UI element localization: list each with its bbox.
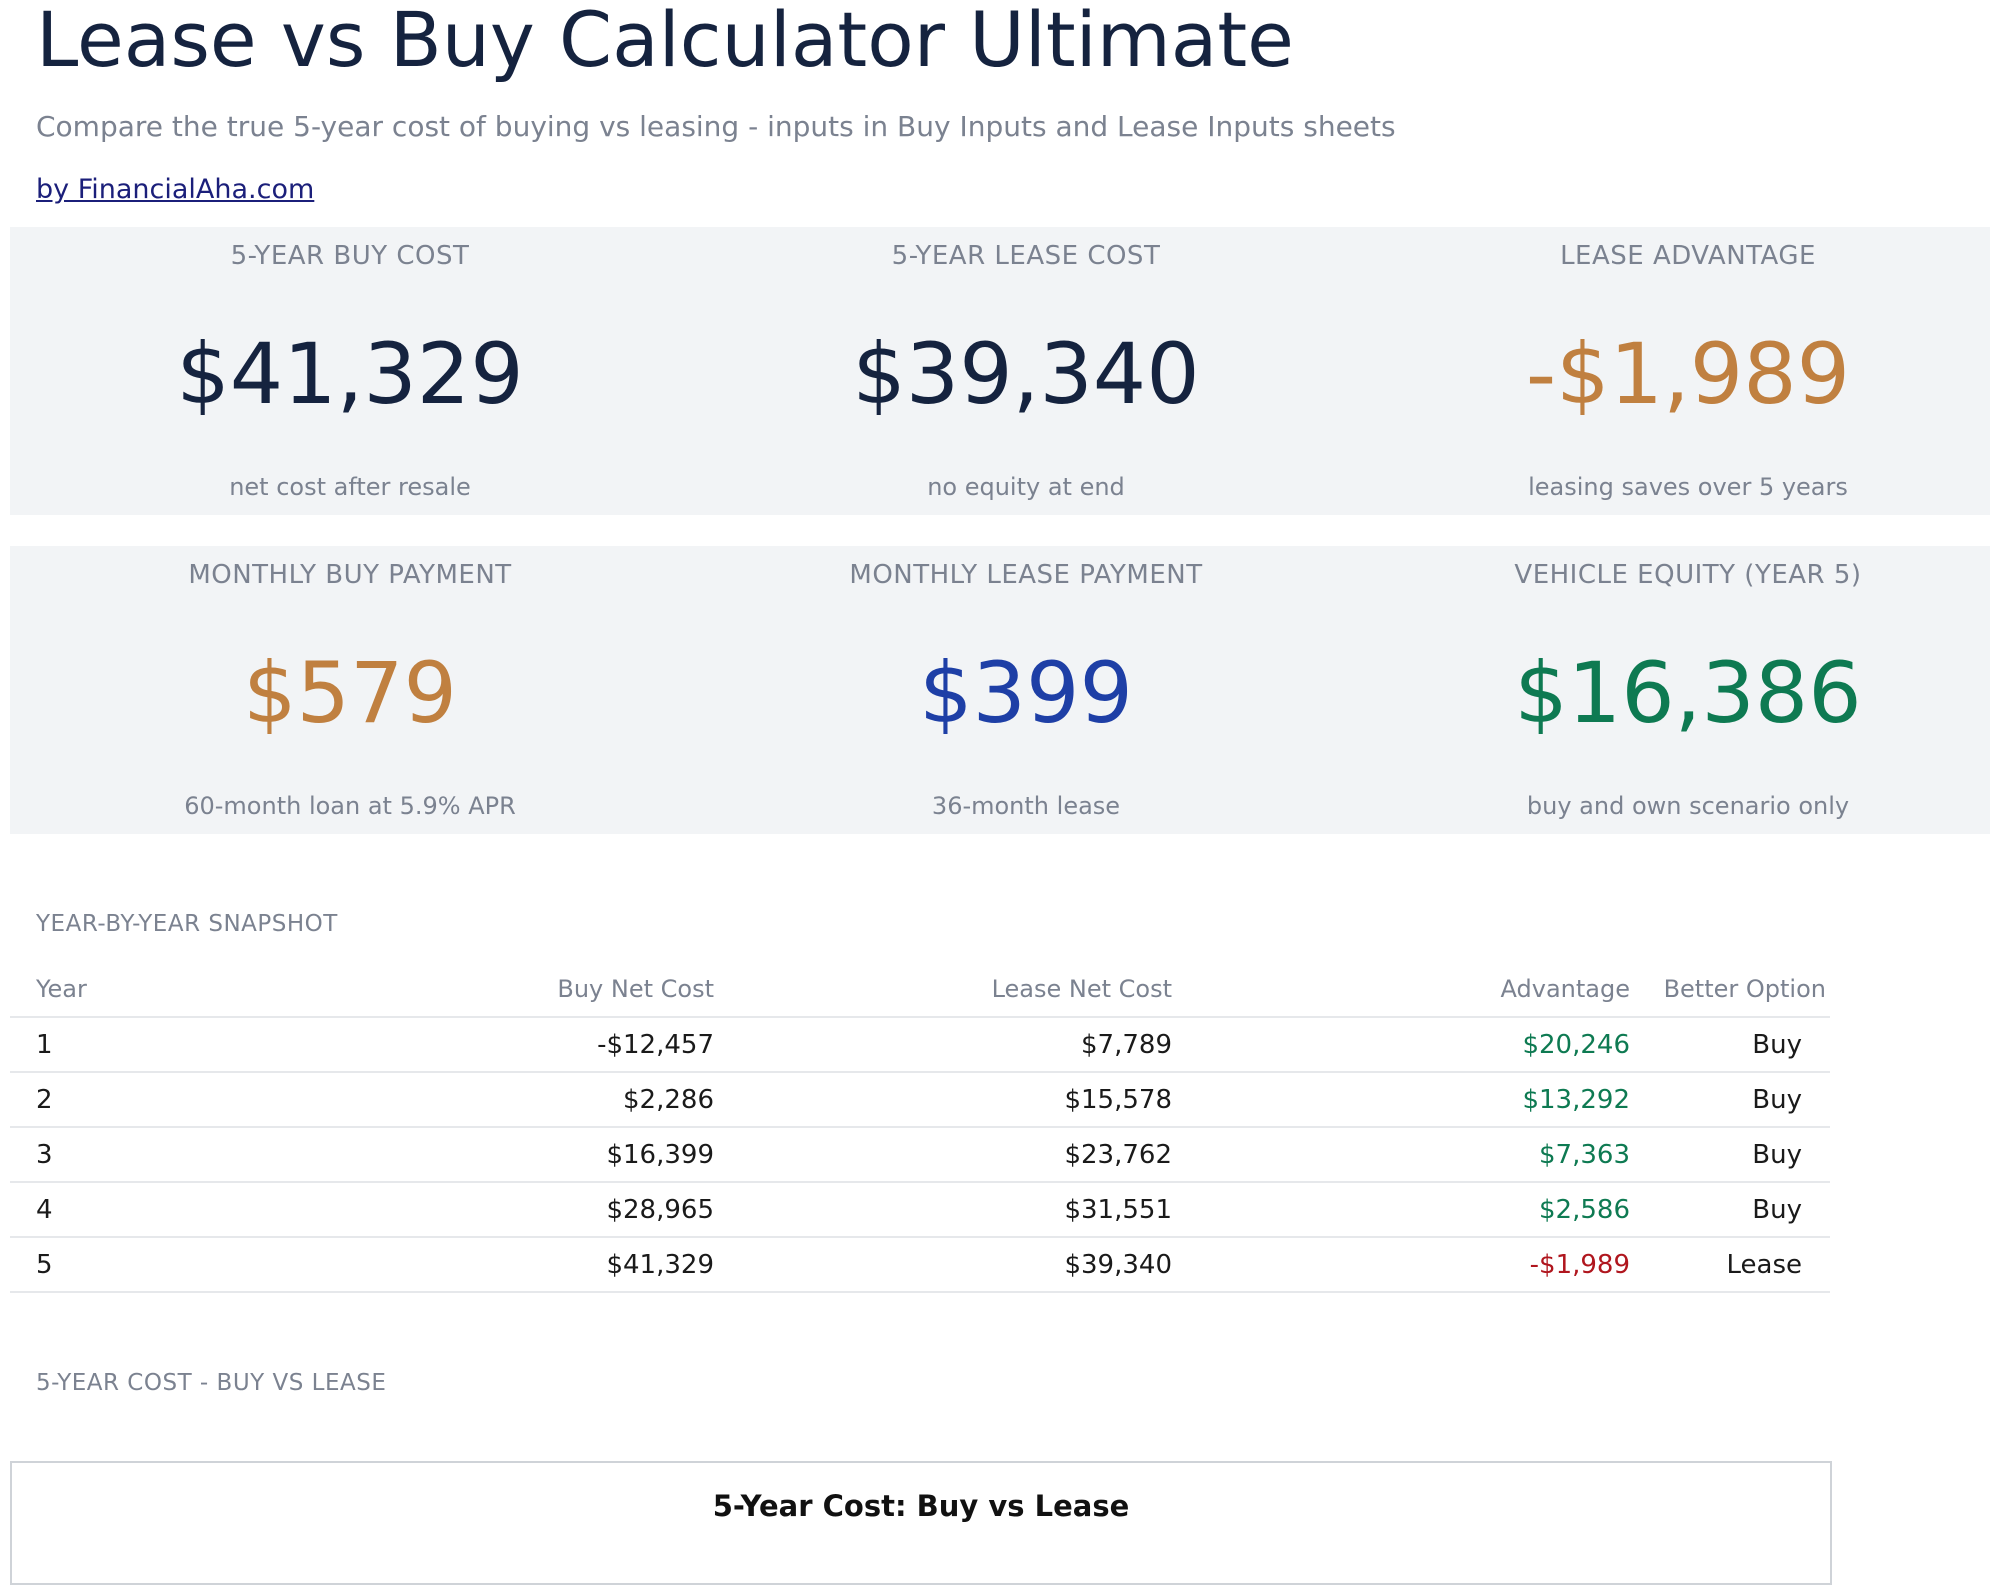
section-label-chart: 5-YEAR COST - BUY VS LEASE <box>36 1370 387 1396</box>
cell-advantage: $7,363 <box>1176 1127 1634 1183</box>
snapshot-table: Year Buy Net Cost Lease Net Cost Advanta… <box>10 962 1830 1293</box>
kpi-label: LEASE ADVANTAGE <box>1560 241 1816 271</box>
cell-better-option: Buy <box>1634 1127 1830 1183</box>
cell-year: 1 <box>10 1017 370 1073</box>
kpi-note: no equity at end <box>927 473 1125 501</box>
cell-lease-net-cost: $23,762 <box>718 1127 1176 1183</box>
column-header-better-option: Better Option <box>1634 962 1830 1018</box>
kpi-band-payments: MONTHLY BUY PAYMENT $579 60-month loan a… <box>10 546 1990 834</box>
kpi-band-costs: 5-YEAR BUY COST $41,329 net cost after r… <box>10 227 1990 515</box>
kpi-label: 5-YEAR LEASE COST <box>891 241 1161 271</box>
financialaha-link[interactable]: by FinancialAha.com <box>36 174 315 205</box>
kpi-card-vehicle-equity: VEHICLE EQUITY (YEAR 5) $16,386 buy and … <box>1358 546 2000 834</box>
cell-buy-net-cost: -$12,457 <box>370 1017 718 1073</box>
kpi-value: $39,340 <box>852 325 1200 423</box>
kpi-card-buy-cost: 5-YEAR BUY COST $41,329 net cost after r… <box>20 227 680 515</box>
cell-advantage: $13,292 <box>1176 1072 1634 1128</box>
page-subtitle: Compare the true 5-year cost of buying v… <box>36 110 1396 143</box>
kpi-value: $399 <box>919 644 1133 742</box>
cell-advantage: $2,586 <box>1176 1182 1634 1238</box>
cell-buy-net-cost: $2,286 <box>370 1072 718 1128</box>
kpi-note: buy and own scenario only <box>1526 792 1850 820</box>
cell-buy-net-cost: $28,965 <box>370 1182 718 1238</box>
kpi-value: $41,329 <box>176 325 524 423</box>
cell-buy-net-cost: $41,329 <box>370 1237 718 1293</box>
kpi-label: MONTHLY LEASE PAYMENT <box>849 560 1203 590</box>
kpi-value: $579 <box>243 644 457 742</box>
table-row: 3 $16,399 $23,762 $7,363 Buy <box>10 1127 1830 1183</box>
cell-lease-net-cost: $31,551 <box>718 1182 1176 1238</box>
cell-year: 5 <box>10 1237 370 1293</box>
kpi-note: leasing saves over 5 years <box>1528 473 1848 501</box>
cell-lease-net-cost: $39,340 <box>718 1237 1176 1293</box>
kpi-value: -$1,989 <box>1525 325 1851 423</box>
cell-lease-net-cost: $15,578 <box>718 1072 1176 1128</box>
kpi-note: 36-month lease <box>931 792 1121 820</box>
chart-title: 5-Year Cost: Buy vs Lease <box>712 1489 1130 1523</box>
cell-lease-net-cost: $7,789 <box>718 1017 1176 1073</box>
table-row: 1 -$12,457 $7,789 $20,246 Buy <box>10 1017 1830 1073</box>
kpi-card-lease-advantage: LEASE ADVANTAGE -$1,989 leasing saves ov… <box>1358 227 2000 515</box>
page-title: Lease vs Buy Calculator Ultimate <box>36 0 1294 84</box>
cell-better-option: Buy <box>1634 1017 1830 1073</box>
table-header-row: Year Buy Net Cost Lease Net Cost Advanta… <box>10 962 1830 1018</box>
column-header-advantage: Advantage <box>1176 962 1634 1018</box>
kpi-card-monthly-lease: MONTHLY LEASE PAYMENT $399 36-month leas… <box>696 546 1356 834</box>
cell-year: 4 <box>10 1182 370 1238</box>
table-row: 2 $2,286 $15,578 $13,292 Buy <box>10 1072 1830 1128</box>
cell-year: 2 <box>10 1072 370 1128</box>
column-header-lease: Lease Net Cost <box>718 962 1176 1018</box>
column-header-buy: Buy Net Cost <box>370 962 718 1018</box>
cell-advantage: -$1,989 <box>1176 1237 1634 1293</box>
column-header-year: Year <box>10 962 370 1018</box>
chart-container: 5-Year Cost: Buy vs Lease <box>10 1461 1832 1585</box>
table-row: 4 $28,965 $31,551 $2,586 Buy <box>10 1182 1830 1238</box>
cell-better-option: Buy <box>1634 1072 1830 1128</box>
table-row: 5 $41,329 $39,340 -$1,989 Lease <box>10 1237 1830 1293</box>
kpi-note: net cost after resale <box>229 473 471 501</box>
kpi-label: 5-YEAR BUY COST <box>230 241 470 271</box>
section-label-snapshot: YEAR-BY-YEAR SNAPSHOT <box>36 911 338 937</box>
kpi-card-monthly-buy: MONTHLY BUY PAYMENT $579 60-month loan a… <box>20 546 680 834</box>
kpi-value: $16,386 <box>1514 644 1862 742</box>
kpi-label: VEHICLE EQUITY (YEAR 5) <box>1514 560 1862 590</box>
cell-better-option: Buy <box>1634 1182 1830 1238</box>
cell-year: 3 <box>10 1127 370 1183</box>
cell-better-option: Lease <box>1634 1237 1830 1293</box>
kpi-note: 60-month loan at 5.9% APR <box>184 792 516 820</box>
cell-advantage: $20,246 <box>1176 1017 1634 1073</box>
cell-buy-net-cost: $16,399 <box>370 1127 718 1183</box>
kpi-card-lease-cost: 5-YEAR LEASE COST $39,340 no equity at e… <box>696 227 1356 515</box>
kpi-label: MONTHLY BUY PAYMENT <box>188 560 512 590</box>
